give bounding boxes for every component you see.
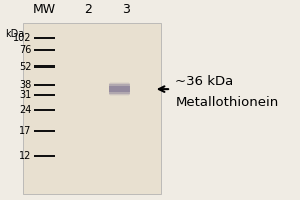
Bar	[34, 130, 55, 132]
Text: 102: 102	[13, 33, 32, 43]
Text: MW: MW	[33, 3, 56, 16]
Text: Metallothionein: Metallothionein	[175, 96, 279, 109]
Text: 3: 3	[122, 3, 130, 16]
Bar	[34, 155, 55, 157]
Bar	[110, 82, 129, 96]
Bar	[23, 23, 161, 194]
Text: 76: 76	[19, 45, 32, 55]
Text: 24: 24	[19, 105, 32, 115]
Bar	[109, 83, 130, 95]
Text: 31: 31	[20, 90, 32, 100]
Bar	[34, 49, 55, 51]
Text: 52: 52	[19, 62, 32, 72]
Bar	[34, 109, 55, 111]
Bar	[34, 84, 55, 86]
Text: 17: 17	[19, 126, 32, 136]
Bar	[34, 37, 55, 39]
Text: ~36 kDa: ~36 kDa	[175, 75, 234, 88]
Text: 38: 38	[20, 80, 32, 90]
Bar	[109, 86, 130, 92]
Text: kDa: kDa	[5, 29, 24, 39]
Bar	[34, 65, 55, 68]
Bar	[109, 84, 130, 94]
Text: 12: 12	[19, 151, 32, 161]
Bar	[34, 94, 55, 96]
Text: 2: 2	[84, 3, 92, 16]
